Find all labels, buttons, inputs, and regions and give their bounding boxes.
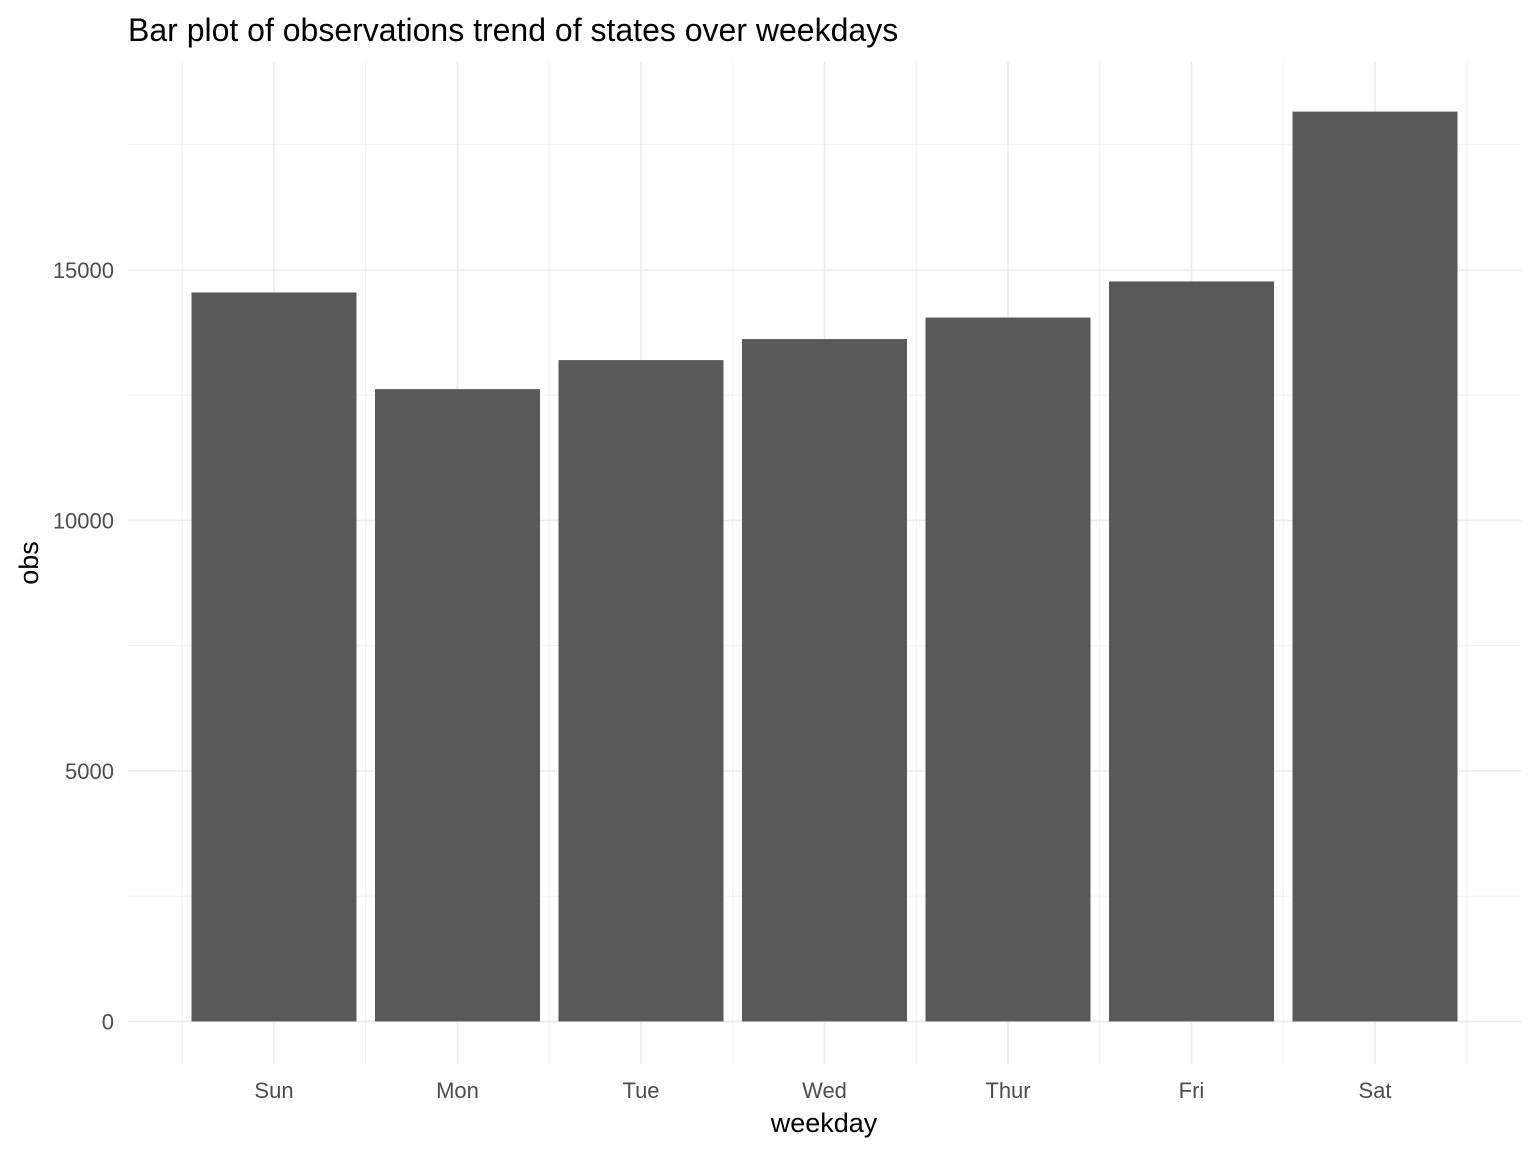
y-tick-label: 10000: [53, 508, 114, 533]
x-axis-title: weekday: [770, 1108, 878, 1138]
bar-tue: [558, 360, 724, 1022]
bar-sat: [1292, 111, 1458, 1022]
x-tick-label: Tue: [622, 1078, 659, 1103]
y-axis-ticks: 0 5000 10000 15000: [53, 258, 114, 1035]
x-tick-label: Mon: [436, 1078, 479, 1103]
bar-thur: [925, 317, 1091, 1022]
x-tick-label: Fri: [1179, 1078, 1205, 1103]
bar-sun: [191, 292, 357, 1022]
bars: [191, 111, 1458, 1022]
chart-title: Bar plot of observations trend of states…: [128, 12, 898, 48]
y-tick-label: 0: [102, 1009, 114, 1034]
x-tick-label: Thur: [985, 1078, 1030, 1103]
bar-mon: [375, 389, 540, 1022]
x-tick-label: Sat: [1358, 1078, 1391, 1103]
bar-wed: [742, 339, 907, 1022]
y-tick-label: 15000: [53, 258, 114, 283]
x-tick-label: Sun: [254, 1078, 293, 1103]
x-axis-ticks: Sun Mon Tue Wed Thur Fri Sat: [254, 1078, 1391, 1103]
y-axis-title: obs: [14, 541, 44, 585]
y-tick-label: 5000: [65, 759, 114, 784]
bar-fri: [1109, 281, 1274, 1022]
x-tick-label: Wed: [802, 1078, 847, 1103]
